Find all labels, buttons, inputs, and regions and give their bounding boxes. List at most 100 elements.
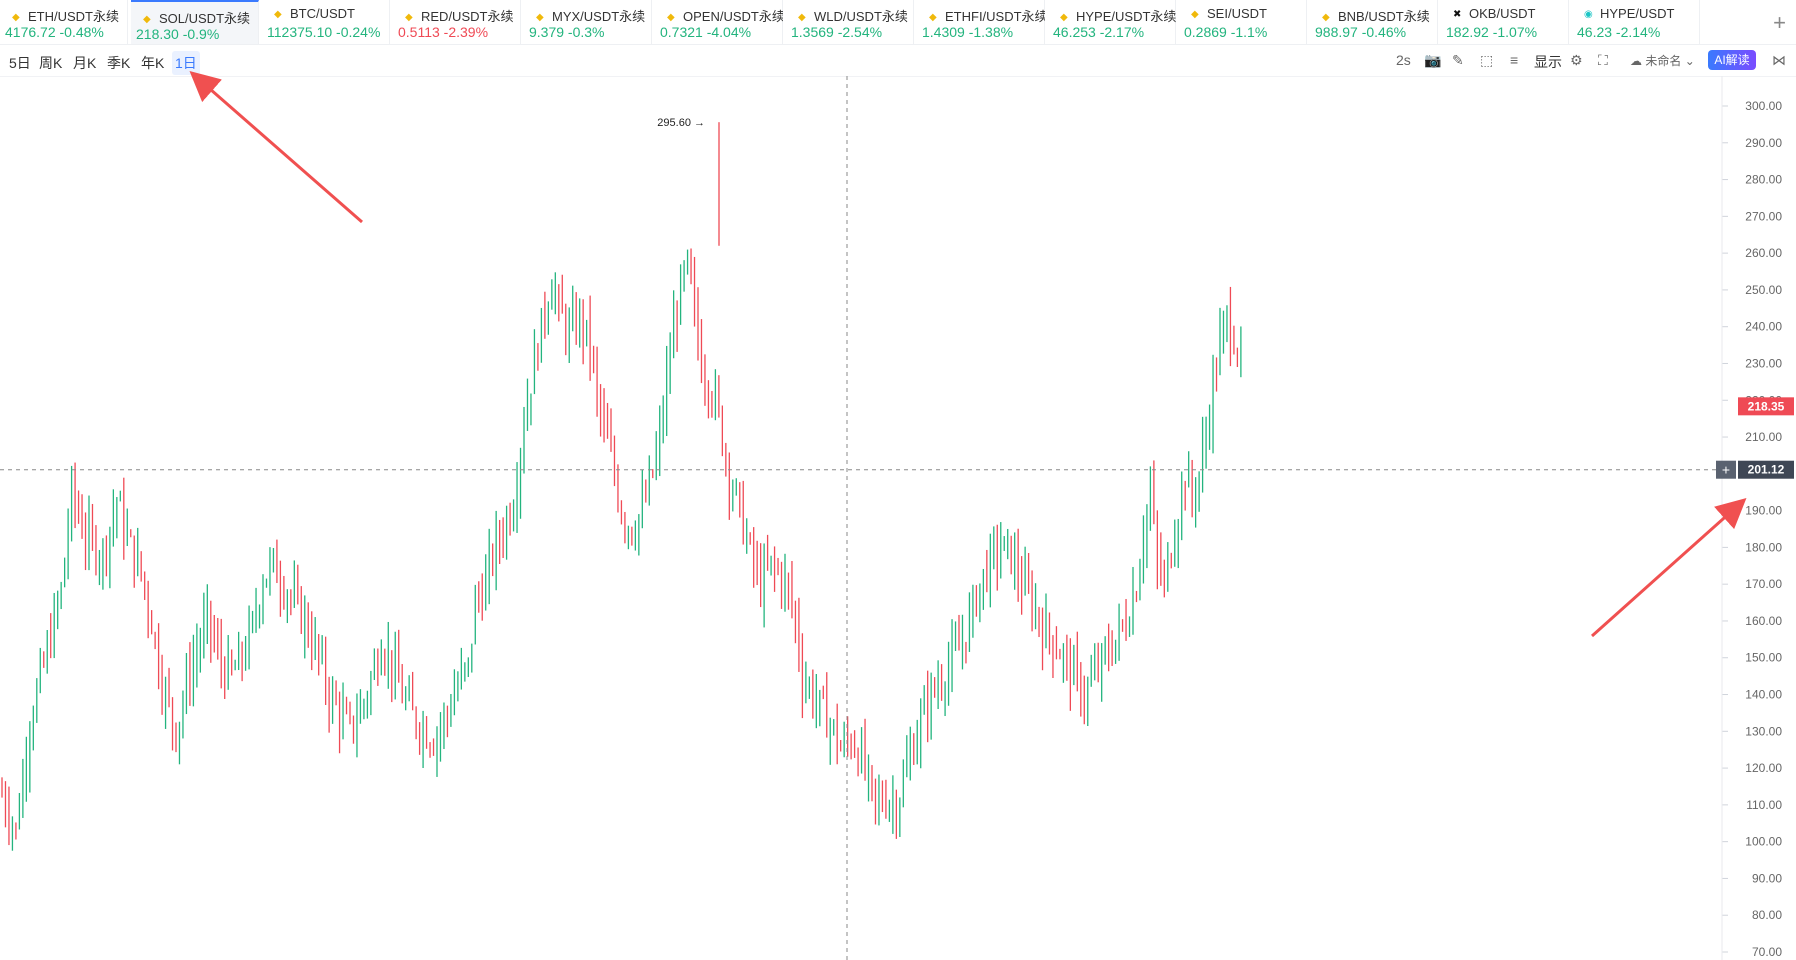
y-tick-label: 230.00 <box>1745 356 1782 370</box>
ticker-symbol-text: OKB/USDT <box>1469 6 1536 21</box>
y-tick-label: 170.00 <box>1745 577 1782 591</box>
menu-icon[interactable]: ≡ <box>1510 52 1519 68</box>
ticker-symbol: ◆ WLD/USDT永续 <box>798 6 914 25</box>
max-price-label: 295.60 → <box>657 117 705 129</box>
ticker-symbol: ◆ ETH/USDT永续 <box>12 6 128 25</box>
binance-icon: ◆ <box>1191 9 1199 20</box>
binance-icon: ◆ <box>1322 12 1330 23</box>
binance-icon: ◆ <box>12 12 20 23</box>
ticker-symbol: ◉ HYPE/USDT <box>1584 6 1700 21</box>
y-tick-label: 130.00 <box>1745 724 1782 738</box>
binance-icon: ◆ <box>1060 12 1068 23</box>
settings-icon[interactable]: ⚙ <box>1570 52 1583 68</box>
period-button[interactable]: 年K <box>141 55 165 71</box>
crosshair-plus-glyph: + <box>1722 462 1730 478</box>
ticker-price: 1.4309 -1.38% <box>922 24 1014 40</box>
display-menu[interactable]: 显示 <box>1534 54 1562 70</box>
ai-interpret-button[interactable]: AI解读 <box>1708 50 1756 70</box>
y-tick-label: 300.00 <box>1745 99 1782 113</box>
period-button[interactable]: 月K <box>73 55 97 71</box>
binance-icon: ◆ <box>274 9 282 20</box>
hyperliquid-icon: ◉ <box>1584 9 1593 20</box>
y-tick-label: 90.00 <box>1752 871 1782 885</box>
period-button[interactable]: 1日 <box>172 51 200 75</box>
ticker-price: 46.253 -2.17% <box>1053 24 1145 40</box>
period-button[interactable]: 季K <box>107 55 131 71</box>
ticker-price: 988.97 -0.46% <box>1315 24 1407 40</box>
y-tick-label: 150.00 <box>1745 651 1782 665</box>
period-button[interactable]: 5日 <box>9 55 31 71</box>
ticker-tab[interactable]: ◆ WLD/USDT永续 1.3569 -2.54% <box>786 0 914 44</box>
ticker-tab[interactable]: ◆ RED/USDT永续 0.5113 -2.39% <box>393 0 521 44</box>
layout-name: 未命名 <box>1645 54 1682 68</box>
ticker-tab[interactable]: ◆ MYX/USDT永续 9.379 -0.3% <box>524 0 652 44</box>
ticker-price: 0.5113 -2.39% <box>398 24 489 40</box>
ticker-tab[interactable]: ◆ SOL/USDT永续 218.30 -0.9% <box>131 0 259 44</box>
ticker-tab[interactable]: ◆ OPEN/USDT永续 0.7321 -4.04% <box>655 0 783 44</box>
ticker-price: 218.30 -0.9% <box>136 26 220 42</box>
crosshair-price-box <box>1738 460 1794 479</box>
ticker-price: 0.2869 -1.1% <box>1184 24 1268 40</box>
ticker-price: 46.23 -2.14% <box>1577 24 1661 40</box>
ticker-tab[interactable]: ◉ HYPE/USDT 46.23 -2.14% <box>1572 0 1700 44</box>
okx-icon: ✖ <box>1453 9 1462 20</box>
ticker-symbol-text: HYPE/USDT永续 <box>1076 9 1176 24</box>
y-tick-label: 250.00 <box>1745 283 1782 297</box>
ticker-tab[interactable]: ◆ BTC/USDT 112375.10 -0.24% <box>262 0 390 44</box>
ticker-price: 1.3569 -2.54% <box>791 24 883 40</box>
last-price-box <box>1738 397 1794 416</box>
chart-toolbar: 5日 周K 月K 季K 年K 1日 2s 📷 ✎ ⬚ ≡ 显示 ⚙ ⛶ ☁ 未命名 ⌄ A… <box>0 45 1796 77</box>
ticker-tab[interactable]: ◆ ETH/USDT永续 4176.72 -0.48% <box>0 0 128 44</box>
last-price-label: 218.35 <box>1748 399 1785 413</box>
ticker-symbol: ◆ HYPE/USDT永续 <box>1060 6 1176 25</box>
candlestick-chart[interactable]: 300.00 290.00 280.00 270.00 260.00 250.00 240.… <box>0 76 1796 960</box>
binance-icon: ◆ <box>536 12 544 23</box>
ticker-tab[interactable]: ◆ HYPE/USDT永续 46.253 -2.17% <box>1048 0 1176 44</box>
ticker-price: 112375.10 -0.24% <box>267 24 381 40</box>
y-tick-label: 140.00 <box>1745 688 1782 702</box>
y-tick-label: 260.00 <box>1745 246 1782 260</box>
ticker-symbol-text: OPEN/USDT永续 <box>683 9 783 24</box>
camera-icon[interactable]: 📷 <box>1424 52 1442 68</box>
ticker-symbol: ◆ BTC/USDT <box>274 6 390 21</box>
binance-icon: ◆ <box>929 12 937 23</box>
y-tick-label: 120.00 <box>1745 761 1782 775</box>
ticker-price: 0.7321 -4.04% <box>660 24 752 40</box>
y-tick-label: 210.00 <box>1745 430 1782 444</box>
ticker-symbol: ◆ ETHFI/USDT永续 <box>929 6 1045 25</box>
expand-box-icon[interactable]: ⬚ <box>1480 52 1494 68</box>
pencil-icon[interactable]: ✎ <box>1452 52 1464 68</box>
refresh-interval[interactable]: 2s <box>1396 52 1411 68</box>
binance-icon: ◆ <box>143 14 151 25</box>
fullscreen-icon[interactable]: ⛶ <box>1598 52 1608 68</box>
y-tick-label: 110.00 <box>1746 798 1782 812</box>
ticker-symbol: ◆ BNB/USDT永续 <box>1322 6 1438 25</box>
ticker-tab[interactable]: ◆ ETHFI/USDT永续 1.4309 -1.38% <box>917 0 1045 44</box>
ticker-strip: ◆ ETH/USDT永续 4176.72 -0.48% ◆ SOL/USDT永续 218.… <box>0 0 1796 45</box>
ticker-price: 4176.72 -0.48% <box>5 24 104 40</box>
share-icon[interactable]: ⋈ <box>1772 52 1786 68</box>
cloud-layout-selector[interactable]: ☁ 未命名 ⌄ <box>1630 54 1695 68</box>
crosshair-plus-icon <box>1716 460 1736 479</box>
ticker-tab[interactable]: ◆ SEI/USDT 0.2869 -1.1% <box>1179 0 1307 44</box>
y-tick-label: 100.00 <box>1745 835 1782 849</box>
y-tick-label: 240.00 <box>1745 320 1782 334</box>
ticker-symbol-text: BNB/USDT永续 <box>1338 9 1430 24</box>
period-button[interactable]: 周K <box>39 55 63 71</box>
y-tick-label: 70.00 <box>1752 945 1782 959</box>
ticker-symbol: ◆ OPEN/USDT永续 <box>667 6 783 25</box>
ticker-tab[interactable]: ◆ BNB/USDT永续 988.97 -0.46% <box>1310 0 1438 44</box>
ticker-symbol-text: RED/USDT永续 <box>421 9 514 24</box>
ticker-symbol-text: SEI/USDT <box>1207 6 1267 21</box>
y-tick-label: 190.00 <box>1745 504 1782 518</box>
ticker-symbol-text: ETH/USDT永续 <box>28 9 120 24</box>
ticker-symbol-text: WLD/USDT永续 <box>814 9 908 24</box>
y-tick-label: 270.00 <box>1745 209 1782 223</box>
crosshair-price-label: 201.12 <box>1748 463 1785 477</box>
ticker-symbol: ◆ SEI/USDT <box>1191 6 1307 21</box>
y-tick-label: 280.00 <box>1745 173 1782 187</box>
ticker-tab[interactable]: ✖ OKB/USDT 182.92 -1.07% <box>1441 0 1569 44</box>
y-tick-label: 80.00 <box>1752 908 1782 922</box>
ticker-symbol-text: SOL/USDT永续 <box>159 11 251 26</box>
add-ticker-button[interactable]: + <box>1773 10 1786 35</box>
